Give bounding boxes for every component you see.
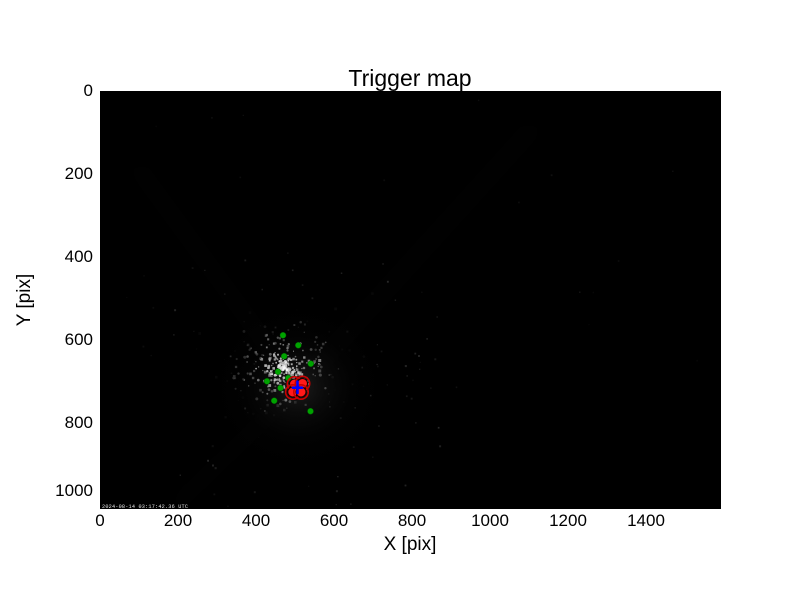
svg-text:2024-08-14 03:17:42.36 UTC: 2024-08-14 03:17:42.36 UTC [102, 504, 188, 509]
